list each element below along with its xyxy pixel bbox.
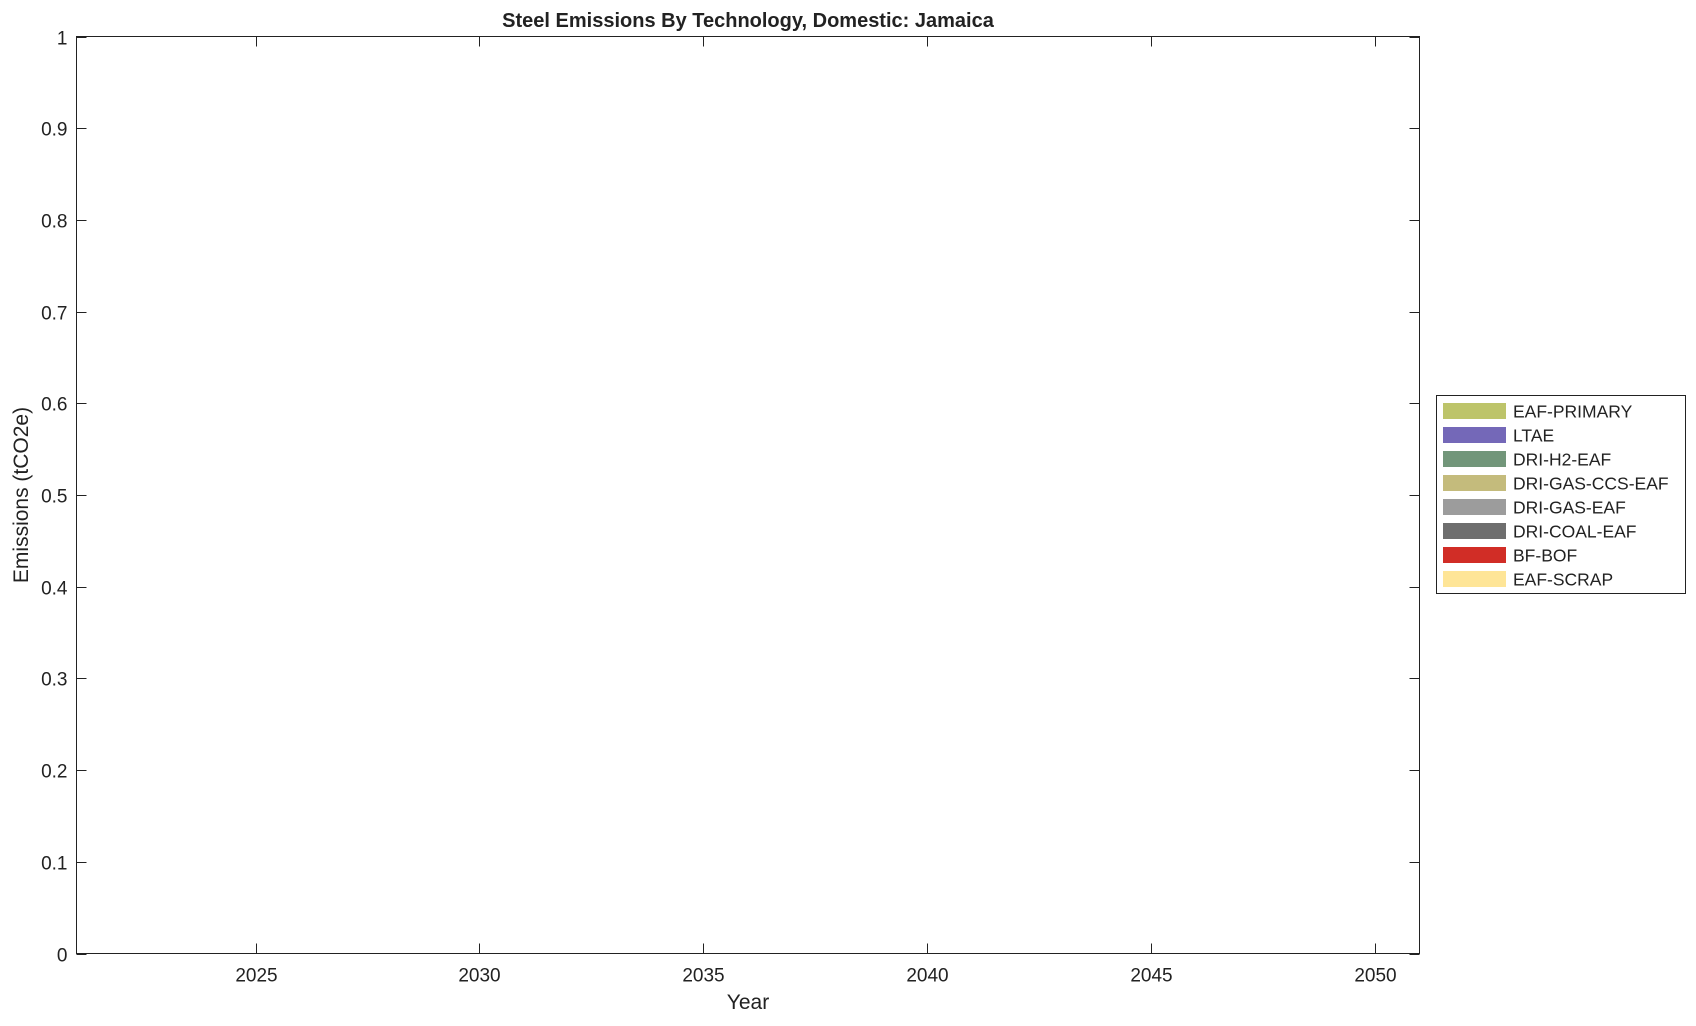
y-tick-label: 0.1 [41, 854, 67, 875]
legend-label: DRI-COAL-EAF [1513, 522, 1636, 542]
x-tick-label: 2045 [1130, 966, 1172, 987]
y-tick-label: 0.9 [41, 120, 67, 141]
legend-label: EAF-PRIMARY [1513, 402, 1633, 422]
legend-item-dri-coal-eaf: DRI-COAL-EAF [1443, 522, 1636, 542]
legend-label: EAF-SCRAP [1513, 570, 1613, 590]
x-tick-label: 2030 [458, 966, 500, 987]
x-tick-label: 2025 [235, 966, 277, 987]
plot-area [76, 36, 1420, 954]
legend: EAF-PRIMARY LTAE DRI-H2-EAF DRI-GAS-CCS-EAF… [1436, 395, 1686, 594]
x-tick-label: 2040 [906, 966, 948, 987]
legend-swatch [1443, 451, 1506, 467]
chart-title: Steel Emissions By Technology, Domestic:… [502, 10, 995, 32]
legend-item-eaf-scrap: EAF-SCRAP [1443, 570, 1613, 590]
legend-label: DRI-H2-EAF [1513, 450, 1611, 470]
legend-swatch [1443, 403, 1506, 419]
legend-label: LTAE [1513, 426, 1554, 446]
legend-item-bf-bof: BF-BOF [1443, 546, 1577, 566]
y-tick-label: 0.6 [41, 395, 67, 416]
y-tick-label: 0.3 [41, 670, 67, 691]
legend-item-ltae: LTAE [1443, 426, 1554, 446]
y-tick-label: 0.5 [41, 487, 67, 508]
legend-swatch [1443, 427, 1506, 443]
legend-item-dri-gas-eaf: DRI-GAS-EAF [1443, 498, 1626, 518]
legend-swatch [1443, 475, 1506, 491]
legend-item-eaf-primary: EAF-PRIMARY [1443, 402, 1633, 422]
legend-swatch [1443, 523, 1506, 539]
x-tick-label: 2050 [1354, 966, 1396, 987]
y-tick-label: 0.7 [41, 304, 67, 325]
legend-item-dri-h2-eaf: DRI-H2-EAF [1443, 450, 1611, 470]
y-tick-label: 0 [57, 946, 68, 967]
y-tick-label: 0.2 [41, 762, 67, 783]
y-tick-label: 0.4 [41, 579, 68, 600]
y-tick-label: 0.8 [41, 212, 67, 233]
legend-label: DRI-GAS-CCS-EAF [1513, 474, 1669, 494]
x-tick-label: 2035 [682, 966, 724, 987]
x-axis-label: Year [727, 991, 769, 1014]
legend-swatch [1443, 547, 1506, 563]
legend-label: DRI-GAS-EAF [1513, 498, 1626, 518]
legend-label: BF-BOF [1513, 546, 1577, 566]
legend-swatch [1443, 571, 1506, 587]
legend-swatch [1443, 499, 1506, 515]
y-tick-label: 1 [57, 29, 68, 50]
legend-item-dri-gas-ccs-eaf: DRI-GAS-CCS-EAF [1443, 474, 1669, 494]
y-axis-label: Emissions (tCO2e) [10, 407, 33, 583]
